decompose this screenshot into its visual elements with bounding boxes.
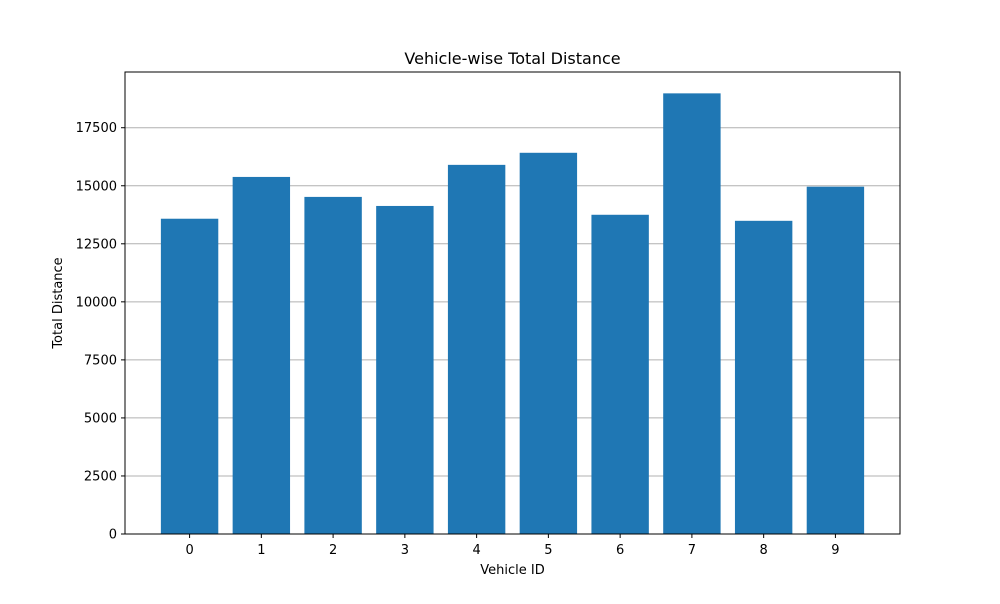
y-tick-label: 5000 bbox=[84, 411, 117, 426]
x-tick-label: 8 bbox=[760, 543, 768, 558]
y-axis: 0 2500 5000 7500 10000 12500 15000 17500 bbox=[76, 121, 125, 543]
x-tick-label: 5 bbox=[544, 543, 552, 558]
plot-frame bbox=[124, 71, 901, 535]
y-tick-label: 2500 bbox=[84, 469, 117, 484]
x-tick-label: 7 bbox=[688, 543, 696, 558]
bar-vehicle-1 bbox=[232, 176, 291, 534]
x-tick-label: 1 bbox=[257, 543, 265, 558]
x-tick-label: 4 bbox=[472, 543, 480, 558]
bar-vehicle-8 bbox=[734, 220, 793, 535]
chart-title: Vehicle-wise Total Distance bbox=[404, 49, 620, 68]
bar-vehicle-9 bbox=[806, 186, 865, 534]
bars bbox=[160, 93, 865, 535]
y-tick-label: 12500 bbox=[76, 237, 117, 252]
x-tick-label: 3 bbox=[401, 543, 409, 558]
y-tick-label: 15000 bbox=[76, 179, 117, 194]
x-tick-label: 6 bbox=[616, 543, 624, 558]
x-axis-label: Vehicle ID bbox=[480, 563, 544, 578]
y-tick-label: 0 bbox=[109, 528, 117, 543]
x-tick-label: 2 bbox=[329, 543, 337, 558]
y-tick-label: 7500 bbox=[84, 353, 117, 368]
x-tick-label: 9 bbox=[831, 543, 839, 558]
bar-vehicle-3 bbox=[376, 205, 434, 534]
bar-vehicle-2 bbox=[304, 196, 362, 534]
bar-vehicle-5 bbox=[519, 152, 578, 534]
y-tick-label: 10000 bbox=[76, 295, 117, 310]
y-axis-label: Total Distance bbox=[51, 257, 66, 349]
bar-vehicle-0 bbox=[160, 218, 219, 534]
y-tick-label: 17500 bbox=[76, 121, 117, 136]
bar-vehicle-7 bbox=[663, 93, 721, 534]
bar-vehicle-6 bbox=[591, 214, 649, 534]
bar-vehicle-4 bbox=[447, 164, 506, 534]
x-axis: 0 1 2 3 4 5 6 7 8 9 bbox=[185, 534, 840, 558]
x-tick-label: 0 bbox=[185, 543, 193, 558]
